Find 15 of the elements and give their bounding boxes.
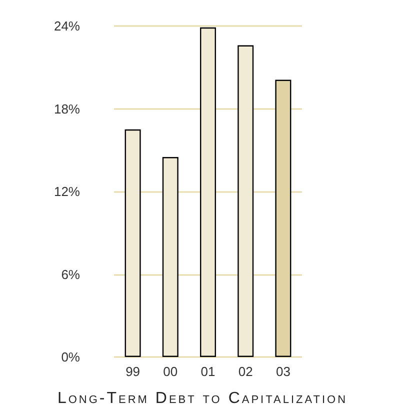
y-tick-label: 0% bbox=[61, 350, 80, 364]
x-tick-label: 00 bbox=[163, 364, 178, 379]
bar bbox=[200, 27, 216, 357]
y-tick-label: 24% bbox=[54, 18, 80, 34]
x-tick-label: 03 bbox=[276, 364, 290, 379]
y-tick-label: 18% bbox=[54, 101, 80, 116]
x-tick-label: 02 bbox=[238, 364, 253, 379]
x-tick-label: 01 bbox=[200, 364, 216, 379]
y-tick-label: 6% bbox=[61, 266, 80, 282]
bar bbox=[124, 129, 141, 357]
bar bbox=[162, 157, 178, 357]
bar bbox=[238, 45, 254, 357]
y-tick-label: 12% bbox=[54, 184, 80, 199]
text: Long-Term Debt to Capitalization bbox=[56, 390, 349, 408]
x-tick-label: 99 bbox=[126, 364, 140, 379]
